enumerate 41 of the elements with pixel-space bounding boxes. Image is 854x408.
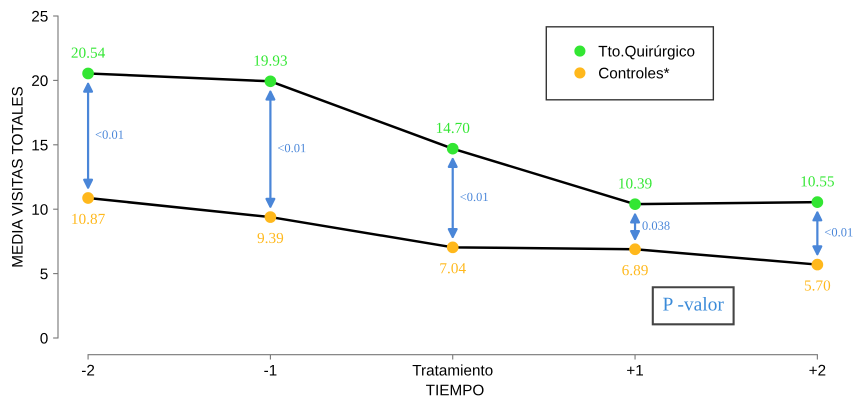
y-tick-label: 20	[32, 75, 48, 86]
point	[82, 68, 94, 80]
data-label: 5.70	[804, 280, 830, 291]
x-axis-title: TIEMPO	[426, 384, 484, 396]
point	[264, 75, 276, 88]
annotation: P -valor	[663, 296, 724, 311]
point	[446, 241, 459, 254]
point	[629, 243, 641, 256]
data-label: 19.93	[254, 55, 287, 66]
x-tick-label: +1	[627, 364, 644, 376]
data-label: 20.54	[72, 48, 106, 58]
point	[264, 211, 276, 223]
data-label: 10.55	[802, 176, 834, 187]
data-label: 10.39	[619, 178, 652, 189]
point	[812, 196, 824, 208]
y-tick-label: 15	[32, 140, 48, 150]
y-tick-label: 25	[32, 10, 48, 22]
annotation: <0.01	[460, 192, 488, 202]
point	[82, 192, 94, 204]
annotation: <0.01	[278, 144, 306, 152]
data-label: 7.04	[440, 263, 466, 274]
legend-label: Controles*	[599, 67, 670, 78]
y-tick-label: 5	[40, 268, 48, 280]
y-tick-label: 0	[40, 332, 48, 344]
x-tick-label: +2	[809, 364, 826, 376]
data-label: 6.89	[622, 264, 648, 276]
x-tick-label: Tratamiento	[412, 364, 493, 376]
data-label: 14.70	[436, 122, 470, 134]
annotation: 0.038	[642, 221, 670, 230]
legend-label: Tto.Quirúrgico	[598, 45, 694, 60]
annotation: <0.01	[96, 130, 124, 139]
data-label: 9.39	[258, 232, 284, 244]
y-axis-title: MEDIA VISITAS TOTALES	[12, 86, 23, 266]
data-label: 10.87	[72, 214, 105, 224]
point	[629, 198, 641, 210]
annotation: <0.01	[824, 228, 852, 237]
x-tick-label: -2	[82, 364, 94, 376]
x-tick-label: -1	[264, 364, 276, 376]
point	[812, 258, 824, 270]
point	[446, 142, 459, 155]
y-tick-label: 10	[32, 204, 48, 215]
